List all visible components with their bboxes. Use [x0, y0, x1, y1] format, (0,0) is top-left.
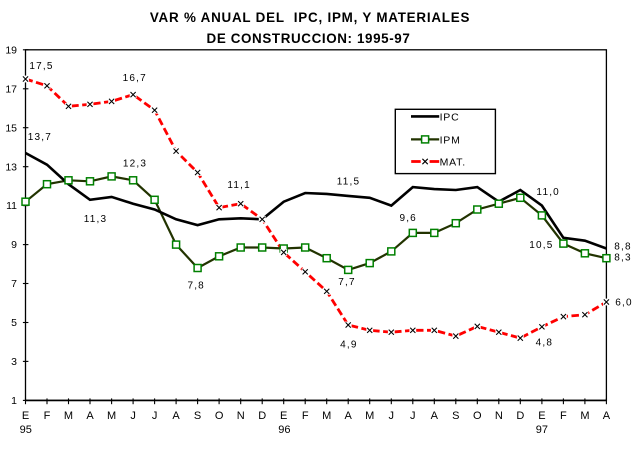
svg-text:F: F: [560, 410, 567, 422]
svg-text:11: 11: [6, 200, 17, 212]
svg-text:S: S: [194, 410, 201, 422]
svg-text:12,3: 12,3: [123, 159, 147, 170]
svg-text:7,8: 7,8: [187, 280, 205, 291]
svg-text:J: J: [130, 410, 136, 422]
svg-text:11,1: 11,1: [227, 180, 251, 191]
svg-text:6,0: 6,0: [615, 297, 633, 308]
svg-text:A: A: [86, 410, 94, 422]
svg-text:95: 95: [20, 424, 32, 436]
svg-text:17,5: 17,5: [29, 61, 53, 72]
svg-text:19: 19: [5, 44, 17, 56]
svg-text:11,5: 11,5: [337, 177, 361, 188]
svg-text:M: M: [107, 410, 116, 422]
svg-text:5: 5: [11, 317, 17, 329]
svg-text:A: A: [431, 410, 439, 422]
svg-text:J: J: [389, 410, 395, 422]
svg-text:13,7: 13,7: [28, 132, 52, 143]
svg-text:11,3: 11,3: [84, 214, 108, 225]
svg-text:A: A: [345, 410, 353, 422]
svg-text:A: A: [603, 410, 611, 422]
svg-text:A: A: [172, 410, 180, 422]
svg-text:4,9: 4,9: [340, 340, 358, 351]
svg-text:3: 3: [11, 356, 17, 368]
svg-text:97: 97: [536, 424, 548, 436]
svg-text:VAR % ANUAL DEL IPC, IPM, Y M: VAR % ANUAL DEL IPC, IPM, Y MATERIALES: [150, 10, 470, 25]
svg-text:O: O: [215, 410, 224, 422]
svg-text:M: M: [64, 410, 73, 422]
svg-text:9,6: 9,6: [399, 213, 417, 224]
svg-text:10,5: 10,5: [529, 240, 553, 251]
svg-text:13: 13: [5, 161, 17, 173]
svg-text:O: O: [473, 410, 482, 422]
svg-text:8,8: 8,8: [614, 242, 632, 253]
svg-text:9: 9: [11, 239, 17, 251]
svg-text:1: 1: [11, 395, 17, 407]
svg-text:D: D: [258, 410, 266, 422]
svg-text:N: N: [495, 410, 503, 422]
svg-text:M: M: [580, 410, 589, 422]
svg-text:17: 17: [5, 83, 17, 95]
svg-text:8,3: 8,3: [614, 252, 632, 263]
svg-text:7: 7: [11, 278, 17, 290]
svg-text:M: M: [322, 410, 331, 422]
svg-text:MAT.: MAT.: [440, 157, 466, 169]
svg-text:S: S: [452, 410, 459, 422]
svg-text:96: 96: [278, 424, 290, 436]
svg-text:15: 15: [5, 122, 17, 134]
svg-text:16,7: 16,7: [123, 73, 147, 84]
svg-text:J: J: [410, 410, 416, 422]
svg-text:7,7: 7,7: [338, 277, 356, 288]
svg-text:D: D: [516, 410, 524, 422]
svg-text:E: E: [22, 410, 29, 422]
svg-text:F: F: [44, 410, 51, 422]
svg-text:IPM: IPM: [440, 134, 461, 146]
svg-text:F: F: [302, 410, 309, 422]
svg-text:J: J: [152, 410, 158, 422]
svg-text:4,8: 4,8: [536, 337, 554, 348]
svg-text:IPC: IPC: [440, 111, 460, 123]
svg-text:N: N: [237, 410, 245, 422]
svg-text:11,0: 11,0: [536, 187, 560, 198]
svg-text:E: E: [280, 410, 287, 422]
svg-text:M: M: [365, 410, 374, 422]
svg-text:E: E: [538, 410, 545, 422]
svg-text:DE CONSTRUCCION: 1995-97: DE CONSTRUCCION: 1995-97: [207, 31, 411, 46]
